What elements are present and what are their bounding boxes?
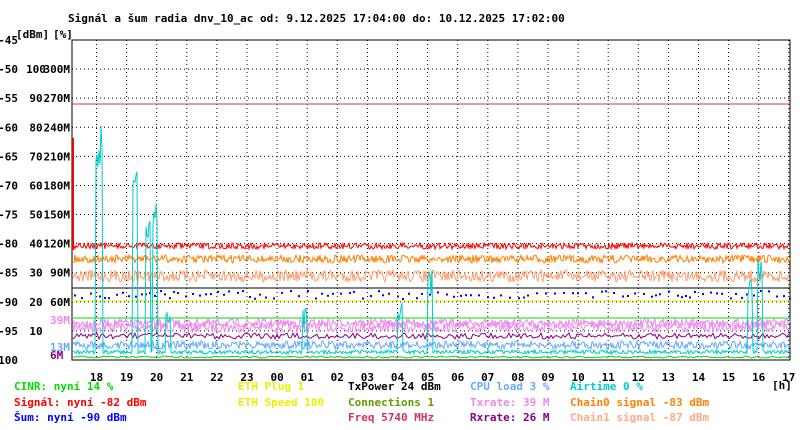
tick-label-dbm: -75	[0, 209, 18, 222]
legend-item-connections: Connections 1	[348, 396, 434, 409]
tick-label-x: 06	[451, 371, 465, 384]
tick-label-x: 08	[511, 371, 524, 384]
tick-label-x: 16	[752, 371, 766, 384]
series-signal	[72, 241, 791, 251]
tick-label-rate: 60M	[50, 296, 70, 309]
tick-label-x: 05	[421, 371, 434, 384]
tick-label-pct: 10	[29, 325, 42, 338]
tick-label-x: 20	[150, 371, 163, 384]
series-chain0	[72, 253, 791, 265]
tick-label-x: 12	[632, 371, 645, 384]
tick-label-x: 04	[391, 371, 405, 384]
tick-label-x: 15	[722, 371, 735, 384]
tick-label-x: 14	[692, 371, 706, 384]
tick-label-rate: 210M	[44, 150, 71, 163]
tick-label-x: 07	[481, 371, 494, 384]
legend-item-rxrate: Rxrate: 26 M	[470, 411, 550, 424]
tick-label-dbm: -100	[0, 354, 18, 367]
tick-label-x: 00	[270, 371, 283, 384]
tick-label-rate: 120M	[44, 238, 71, 251]
chart-legend: CINR: nyní 14 % Signál: nyní -82 dBm Šum: …	[14, 380, 709, 424]
tick-label-x: 17	[782, 371, 795, 384]
tick-label-x: 18	[90, 371, 103, 384]
inline-label-cpu: 13M	[50, 341, 70, 354]
chart-grid	[71, 39, 791, 361]
legend-item-signal: Signál: nyní -82 dBm	[14, 396, 147, 409]
tick-label-pct: 60	[29, 179, 42, 192]
tick-label-x: 09	[541, 371, 554, 384]
tick-label-x: 11	[602, 371, 616, 384]
tick-label-pct: 100	[26, 63, 46, 76]
tick-label-x: 23	[240, 371, 253, 384]
tick-label-dbm: -65	[0, 150, 18, 163]
tick-label-dbm: -95	[0, 325, 18, 338]
x-axis-label: [h]	[772, 379, 792, 392]
tick-label-pct: 70	[29, 150, 42, 163]
chart-axes: -45-50-55-60-65-70-75-80-85-90-95-100100…	[0, 28, 795, 392]
y-header-dbm: [dBm]	[16, 28, 49, 41]
tick-label-x: 10	[571, 371, 584, 384]
tick-label-pct: 40	[29, 238, 42, 251]
tick-label-x: 13	[662, 371, 675, 384]
tick-label-dbm: -45	[0, 34, 18, 47]
series-cinr	[72, 355, 791, 359]
tick-label-rate: 270M	[44, 92, 71, 105]
chart-title: Signál a šum radia dnv_10_ac od: 9.12.20…	[68, 12, 565, 25]
tick-label-dbm: -60	[0, 121, 18, 134]
plot-frame	[71, 39, 791, 361]
tick-label-dbm: -70	[0, 179, 18, 192]
series-txrate	[72, 317, 791, 329]
legend-item-cinr: CINR: nyní 14 %	[14, 380, 114, 393]
legend-item-cpu: CPU load 3 %	[470, 380, 550, 393]
legend-item-freq: Freq 5740 MHz	[348, 411, 434, 424]
tick-label-x: 22	[210, 371, 223, 384]
tick-label-pct: 80	[29, 121, 42, 134]
tick-label-dbm: -50	[0, 63, 18, 76]
tick-label-pct: 50	[29, 209, 42, 222]
legend-item-chain0: Chain0 signal -83 dBm	[570, 396, 709, 409]
legend-item-noise: Šum: nyní -90 dBm	[14, 411, 127, 424]
tick-label-rate: 240M	[44, 121, 71, 134]
series-cpu	[72, 339, 791, 351]
legend-item-eth-plug: ETH Plug 1	[238, 380, 305, 393]
series-txrate	[72, 320, 791, 334]
tick-label-rate: 300M	[44, 63, 71, 76]
chart-series	[72, 103, 791, 359]
legend-item-txpower: TxPower 24 dBm	[348, 380, 441, 393]
tick-label-x: 02	[331, 371, 344, 384]
legend-item-txrate: Txrate: 39 M	[470, 396, 550, 409]
tick-label-x: 01	[301, 371, 315, 384]
inline-label-rxrate: 6M	[50, 349, 64, 362]
tick-label-dbm: -55	[0, 92, 18, 105]
tick-label-pct: 90	[29, 92, 42, 105]
legend-item-chain1: Chain1 signal -87 dBm	[570, 411, 709, 424]
y-header-pct: [%]	[53, 28, 73, 41]
tick-label-pct: 20	[29, 296, 42, 309]
tick-label-rate: 90M	[50, 267, 70, 280]
series-rxrate	[72, 331, 790, 341]
tick-label-dbm: -85	[0, 267, 18, 280]
series-airtime	[72, 125, 791, 356]
legend-item-eth-speed: ETH Speed 100	[238, 396, 324, 409]
tick-label-x: 03	[361, 371, 374, 384]
tick-label-rate: 180M	[44, 179, 71, 192]
tick-label-x: 19	[120, 371, 133, 384]
tick-label-x: 21	[180, 371, 194, 384]
tick-label-rate: 150M	[44, 209, 71, 222]
tick-label-dbm: -80	[0, 238, 18, 251]
tick-label-dbm: -90	[0, 296, 18, 309]
tick-label-pct: 30	[29, 267, 42, 280]
inline-label-txrate: 39M	[50, 314, 70, 327]
legend-item-airtime: Airtime 0 %	[570, 380, 643, 393]
